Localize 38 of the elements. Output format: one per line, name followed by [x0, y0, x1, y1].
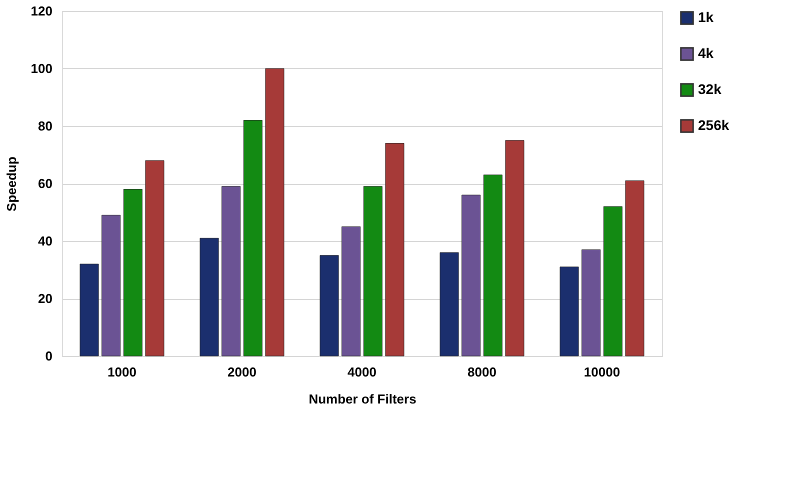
bar [222, 186, 241, 356]
bar [440, 252, 459, 356]
bar [505, 140, 524, 356]
bar [462, 194, 481, 356]
x-tick-label: 8000 [468, 364, 496, 380]
bar [243, 120, 262, 356]
y-tick-label: 20 [38, 291, 52, 306]
bar [342, 226, 361, 356]
bar [363, 186, 382, 356]
y-tick-label: 60 [38, 176, 52, 191]
bar [80, 264, 99, 356]
bar [145, 160, 164, 356]
legend-label: 4k [698, 45, 714, 61]
x-axis-title: Number of Filters [308, 392, 416, 406]
y-tick-label: 120 [30, 4, 52, 18]
x-tick-label: 1000 [108, 364, 136, 380]
bar [582, 249, 601, 356]
x-tick-label: 4000 [348, 364, 376, 380]
legend-label: 1k [698, 9, 714, 25]
bar [625, 180, 644, 356]
y-tick-label: 0 [45, 348, 52, 364]
bar [603, 206, 622, 356]
bar [560, 266, 579, 356]
bar [200, 238, 219, 356]
bar [385, 143, 404, 356]
y-axis-title: Speedup [4, 156, 19, 212]
y-tick-label: 80 [38, 118, 52, 134]
y-tick-label: 100 [30, 61, 52, 76]
bar [320, 255, 339, 356]
legend-label: 256k [698, 117, 730, 133]
legend-label: 32k [698, 81, 722, 97]
bar [265, 68, 284, 356]
x-tick-label: 2000 [228, 364, 256, 380]
bar [483, 174, 502, 356]
bar [102, 214, 121, 356]
x-tick-label: 10000 [584, 364, 620, 380]
bar [123, 189, 142, 356]
y-tick-label: 40 [38, 234, 52, 248]
